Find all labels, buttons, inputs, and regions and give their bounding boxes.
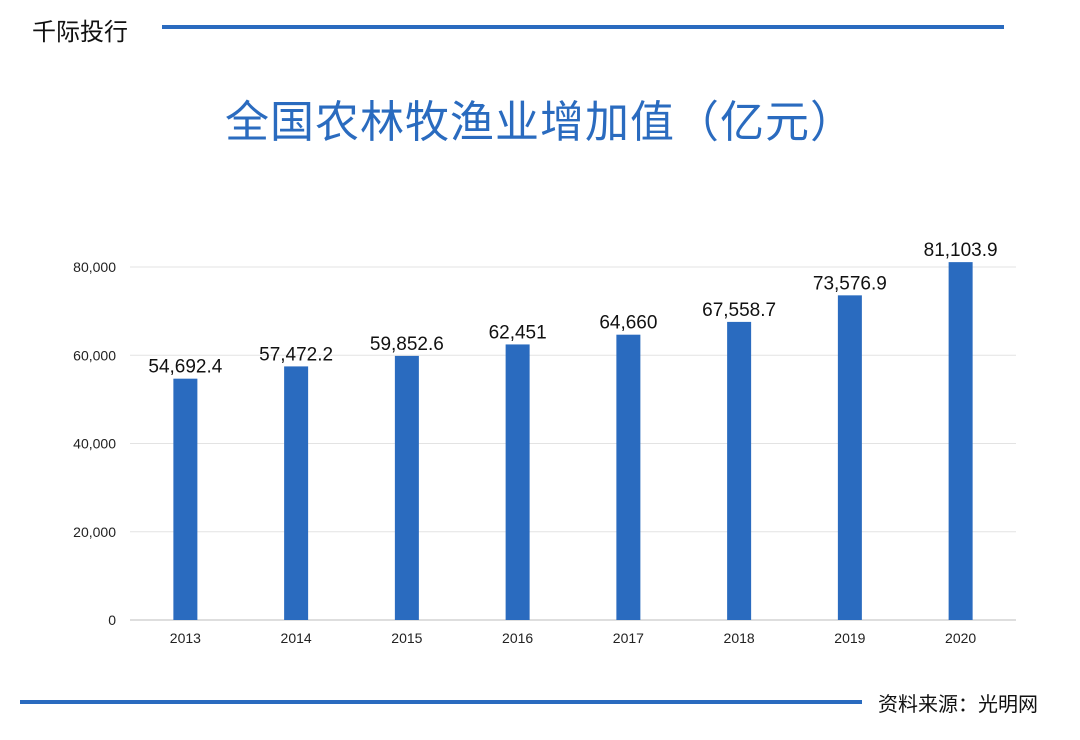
y-tick-label: 40,000 [73, 436, 116, 452]
data-label: 54,692.4 [148, 357, 222, 378]
x-tick-label: 2019 [834, 630, 865, 646]
bar [616, 334, 641, 620]
data-label: 64,660 [599, 313, 657, 334]
y-tick-label: 20,000 [73, 524, 116, 540]
source-note: 资料来源：光明网 [878, 694, 1038, 716]
x-axis-ticks: 2013 2014 2015 2016 2017 2018 2019 2020 [170, 630, 977, 646]
y-tick-label: 60,000 [73, 347, 116, 363]
y-tick-label: 80,000 [73, 259, 116, 275]
y-tick-label: 0 [108, 612, 116, 628]
data-label: 73,576.9 [813, 273, 887, 294]
bar [505, 344, 530, 620]
footer-rule [20, 700, 862, 704]
bars [173, 262, 973, 620]
bar [727, 321, 752, 620]
x-tick-label: 2014 [281, 630, 312, 646]
x-tick-label: 2016 [502, 630, 533, 646]
x-tick-label: 2013 [170, 630, 201, 646]
bar [837, 295, 862, 620]
x-tick-label: 2015 [391, 630, 422, 646]
bar [948, 262, 973, 620]
bar [173, 378, 198, 620]
data-label: 57,472.2 [259, 344, 333, 365]
x-tick-label: 2017 [613, 630, 644, 646]
data-labels: 54,692.4 57,472.2 59,852.6 62,451 64,660 67,5… [148, 240, 997, 378]
y-axis-ticks: 0 20,000 40,000 60,000 80,000 [73, 259, 116, 628]
bar [284, 366, 309, 620]
grid-lines [130, 266, 1016, 621]
data-label: 81,103.9 [924, 240, 998, 261]
bar [394, 355, 419, 620]
x-tick-label: 2018 [724, 630, 755, 646]
chart-title: 全国农林牧渔业增加值（亿元） [225, 98, 855, 147]
data-label: 59,852.6 [370, 334, 444, 355]
brand-name: 千际投行 [32, 19, 128, 46]
x-tick-label: 2020 [945, 630, 976, 646]
data-label: 62,451 [489, 322, 547, 343]
data-label: 67,558.7 [702, 300, 776, 321]
header-rule [162, 25, 1004, 29]
